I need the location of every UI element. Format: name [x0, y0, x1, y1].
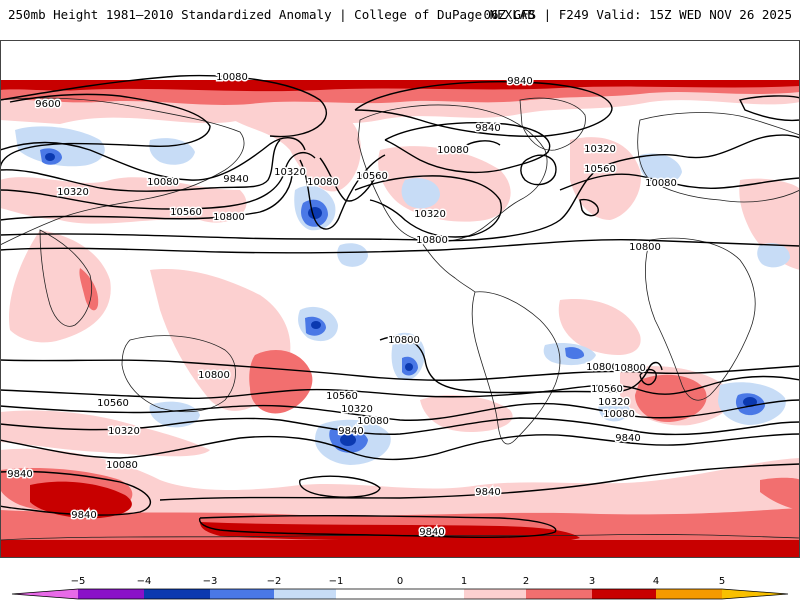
contour-label: 10800 [586, 362, 618, 373]
map-title: 250mb Height 1981–2010 Standardized Anom… [8, 7, 535, 22]
colorbar-tick-label: −3 [203, 576, 218, 587]
contour-labels: 10080 9840 9600 10320 10080 9840 10320 1… [6, 71, 679, 540]
south-america-outline [471, 291, 561, 445]
contour-label: 10080 [645, 178, 677, 189]
contour-label: 9840 [475, 123, 500, 134]
greenland-outline [519, 97, 586, 151]
colorbar-segment-neg3 [144, 589, 210, 599]
contour-label: 10080 [603, 409, 635, 420]
colorbar-tick-label: −2 [267, 576, 282, 587]
contour-label: 9840 [223, 174, 248, 185]
contour-label: 10560 [170, 207, 202, 218]
contour-label: 10320 [598, 397, 630, 408]
colorbar-segments [11, 588, 789, 600]
contour-label: 10080 [147, 177, 179, 188]
contour-label: 10560 [326, 391, 358, 402]
anomaly-map[interactable]: 10080 9840 9600 10320 10080 9840 10320 1… [0, 40, 800, 558]
colorbar-segment-pos2 [526, 589, 592, 599]
colorbar-ticks: −5 −4 −3 −2 −1 0 1 2 3 4 5 [71, 576, 726, 587]
colorbar-tick-label: 2 [523, 576, 529, 587]
contour-label: 10560 [97, 398, 129, 409]
contour-label: 10080 [106, 460, 138, 471]
contour-label: 10080 [357, 416, 389, 427]
contour-label: 9840 [71, 510, 96, 521]
colorbar-segment-zero [336, 589, 464, 599]
contour-label: 10320 [274, 167, 306, 178]
colorbar-segment-neg5 [12, 589, 78, 599]
colorbar-tick-label: 0 [397, 576, 403, 587]
colorbar-segment-pos5 [722, 589, 788, 599]
contour-label: 10800 [213, 212, 245, 223]
colorbar-segment-neg2 [210, 589, 274, 599]
model-run-info: 06Z GFS | F249 Valid: 15Z WED NOV 26 202… [483, 7, 792, 22]
contour-label: 9840 [475, 487, 500, 498]
colorbar-tick-label: −5 [71, 576, 86, 587]
header: 250mb Height 1981–2010 Standardized Anom… [0, 0, 800, 30]
africa-outline [645, 237, 756, 401]
contour-label: 9840 [507, 76, 532, 87]
colorbar-tick-label: −1 [329, 576, 344, 587]
colorbar-tick-label: 3 [589, 576, 595, 587]
contour-label: 10560 [356, 171, 388, 182]
southeast-asia-outline [39, 229, 92, 327]
contour-label: 10800 [629, 242, 661, 253]
contour-label: 10080 [216, 72, 248, 83]
central-america-outline [419, 239, 476, 293]
antarctica-outline [0, 534, 800, 541]
contour-label: 10080 [307, 177, 339, 188]
contour-label: 10800 [198, 370, 230, 381]
contour-label: 9840 [615, 433, 640, 444]
colorbar-segment-pos1 [464, 589, 526, 599]
colorbar-svg: −5 −4 −3 −2 −1 0 1 2 3 4 5 [11, 576, 789, 600]
colorbar: −5 −4 −3 −2 −1 0 1 2 3 4 5 [0, 572, 800, 600]
colorbar-tick-label: 4 [653, 576, 659, 587]
contour-label: 10320 [584, 144, 616, 155]
colorbar-segment-neg4 [78, 589, 144, 599]
colorbar-tick-label: 1 [461, 576, 467, 587]
colorbar-segment-neg1 [274, 589, 336, 599]
contour-label: 10320 [108, 426, 140, 437]
contour-label: 9840 [338, 426, 363, 437]
contour-label: 10800 [614, 363, 646, 374]
colorbar-segment-pos4 [656, 589, 722, 599]
contour-label: 9840 [7, 469, 32, 480]
colorbar-outline [11, 588, 789, 600]
contour-label: 9840 [419, 527, 444, 538]
contour-label: 10320 [414, 209, 446, 220]
contour-label: 10800 [388, 335, 420, 346]
contour-label: 10800 [416, 235, 448, 246]
north-america-outline [357, 104, 548, 243]
contour-label: 10320 [57, 187, 89, 198]
contour-label: 10080 [437, 145, 469, 156]
contour-label: 10560 [584, 164, 616, 175]
contour-label: 10560 [591, 384, 623, 395]
colorbar-segment-pos3 [592, 589, 656, 599]
map-frame: 10080 9840 9600 10320 10080 9840 10320 1… [0, 40, 800, 558]
contour-label: 9600 [35, 99, 60, 110]
contour-label: 10320 [341, 404, 373, 415]
colorbar-tick-label: 5 [719, 576, 725, 587]
colorbar-tick-label: −4 [137, 576, 152, 587]
height-contours [0, 74, 800, 538]
asia-outline [0, 97, 245, 246]
